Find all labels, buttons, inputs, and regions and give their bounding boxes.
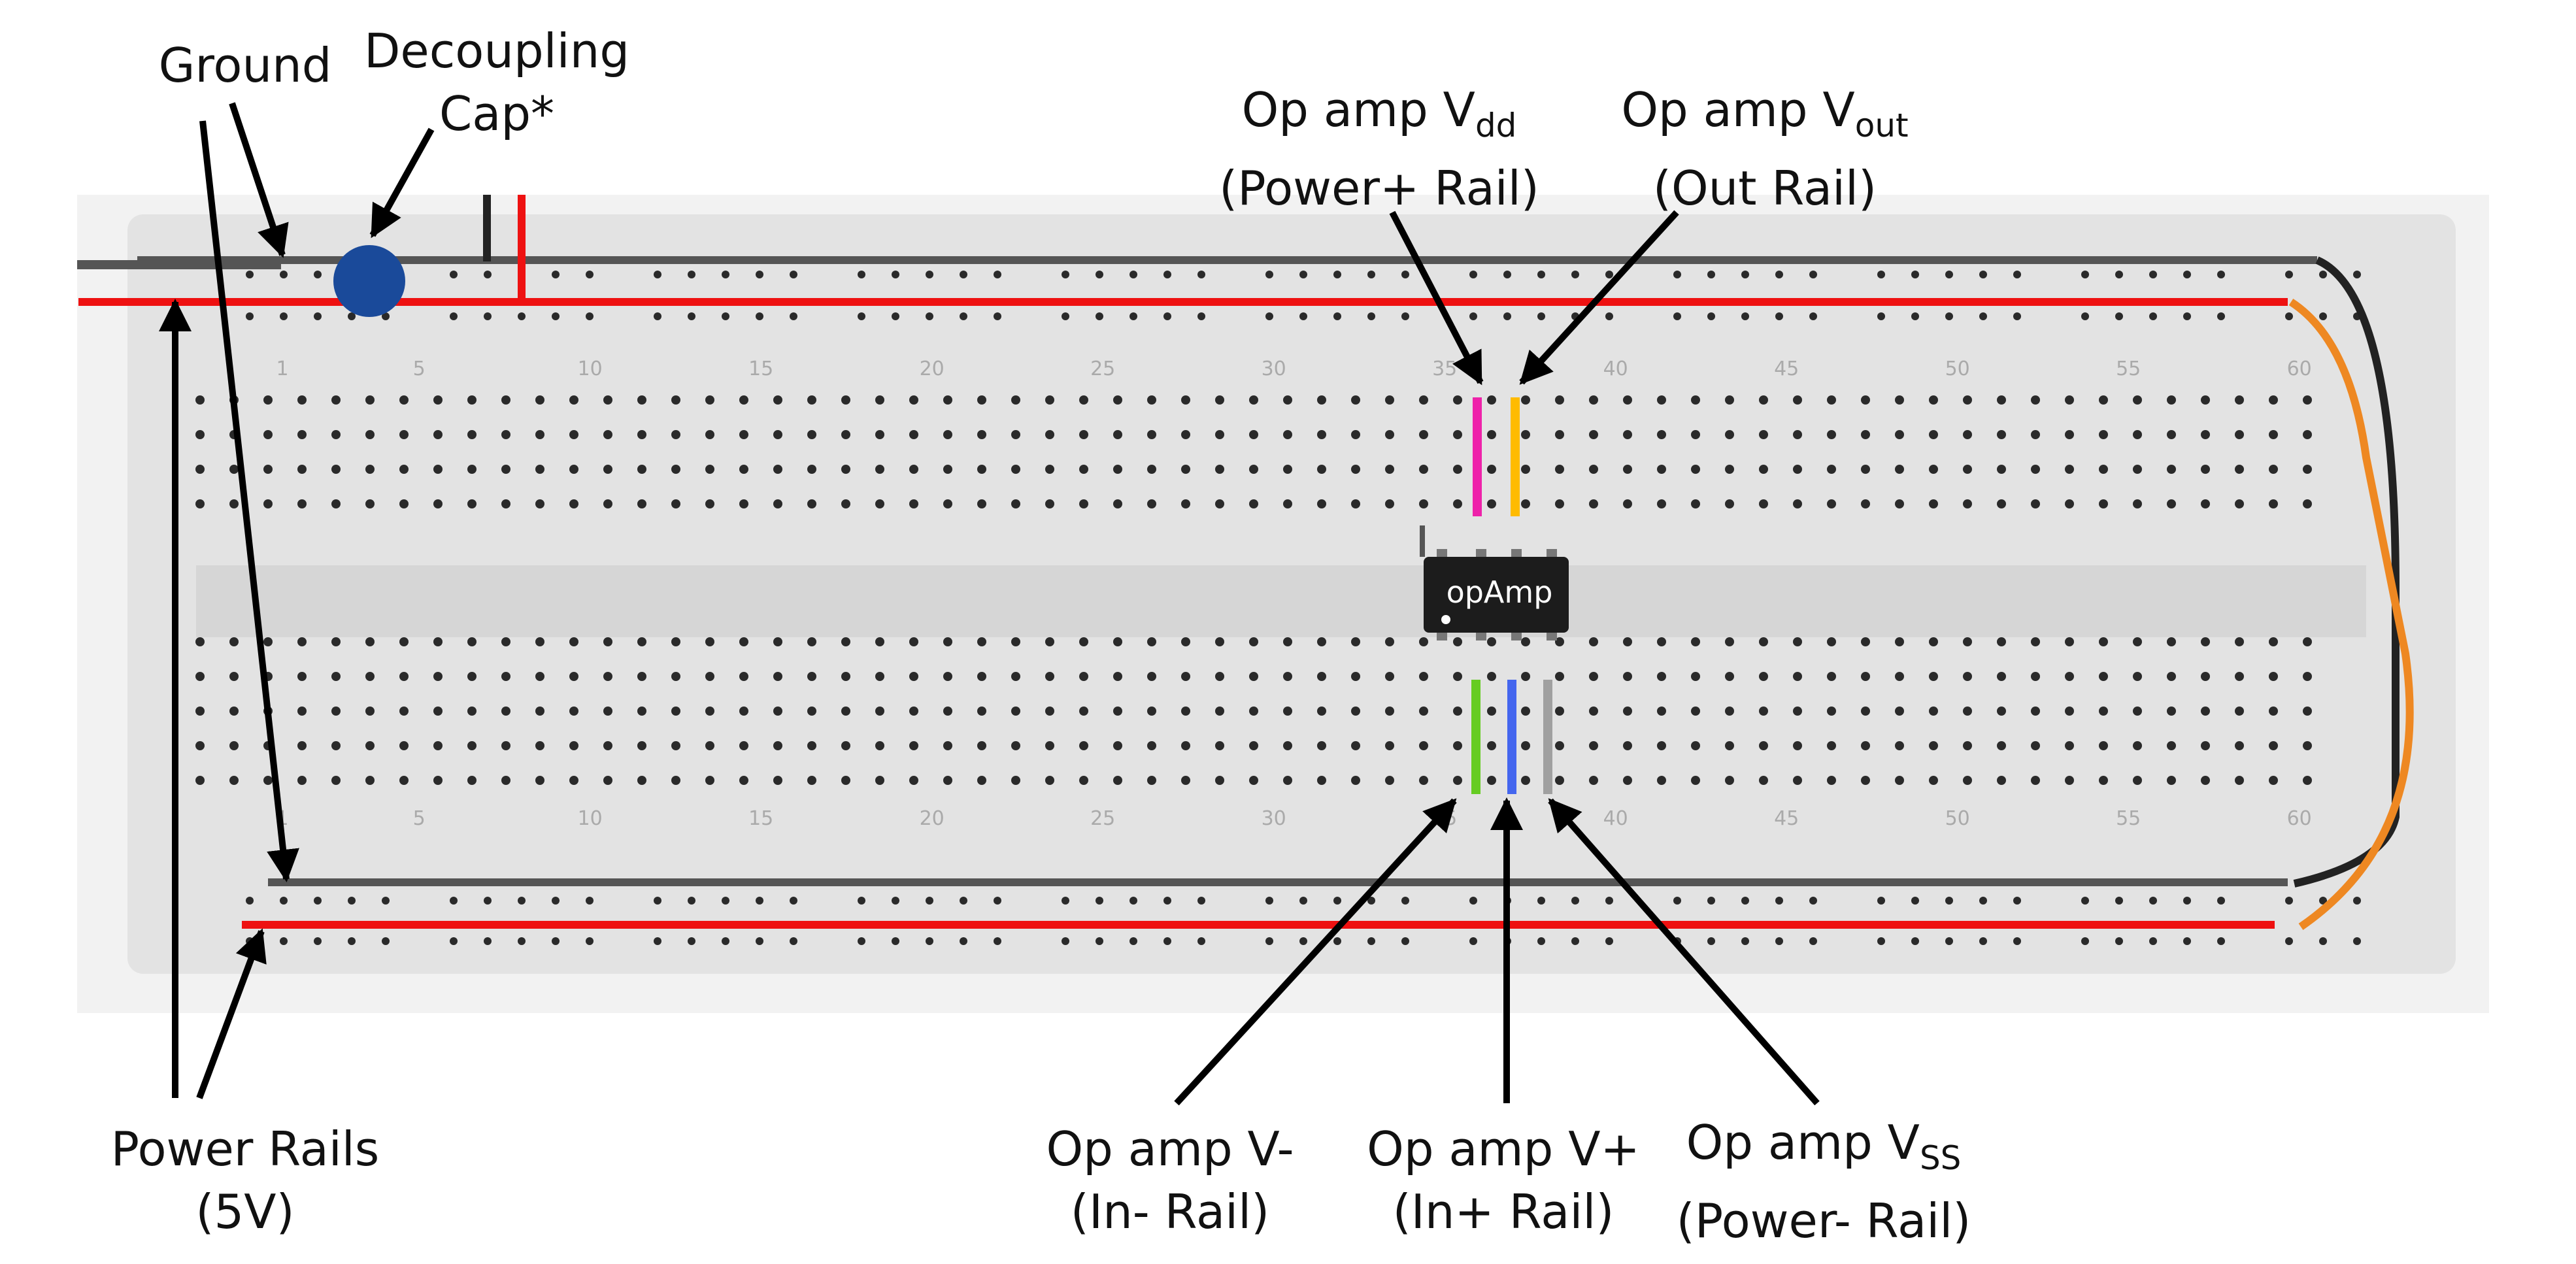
vdd-label: Op amp Vdd (Power+ Rail) bbox=[1219, 82, 1539, 216]
op-amp-chip-label: opAmp bbox=[1447, 574, 1553, 610]
column-number: 15 bbox=[748, 358, 773, 380]
column-number: 55 bbox=[2116, 358, 2141, 380]
power-rails-arrow-bottom bbox=[196, 928, 267, 1099]
breadboard-holes bbox=[195, 271, 2361, 945]
column-number: 30 bbox=[1262, 358, 1286, 380]
column-number: 15 bbox=[748, 807, 773, 830]
ground-arrow-top bbox=[229, 102, 289, 258]
column-number: 50 bbox=[1945, 358, 1970, 380]
decoupling-arrow bbox=[369, 127, 435, 239]
column-number: 55 bbox=[2116, 807, 2141, 830]
column-number: 30 bbox=[1262, 807, 1286, 830]
op-amp-chip: opAmp bbox=[1420, 525, 1569, 640]
column-number: 60 bbox=[2287, 358, 2312, 380]
column-number: 35 bbox=[1432, 358, 1457, 380]
column-number: 25 bbox=[1090, 807, 1115, 830]
power-rails-label: Power Rails (5V) bbox=[110, 1122, 380, 1239]
column-number: 1 bbox=[276, 358, 288, 380]
vss-arrow bbox=[1548, 798, 1820, 1106]
vdd-arrow bbox=[1389, 210, 1484, 386]
column-number: 5 bbox=[413, 807, 426, 830]
column-number: 20 bbox=[920, 807, 945, 830]
vminus-label: Op amp V- (In- Rail) bbox=[1046, 1122, 1294, 1239]
vout-arrow bbox=[1519, 210, 1679, 385]
column-number: 45 bbox=[1774, 807, 1799, 830]
column-number: 40 bbox=[1603, 358, 1628, 380]
column-number: 50 bbox=[1945, 807, 1970, 830]
ground-arrow-bottom bbox=[199, 120, 299, 882]
black-side-wire bbox=[2293, 256, 2400, 888]
vout-label: Op amp Vout (Out Rail) bbox=[1621, 82, 1909, 216]
column-number: 45 bbox=[1774, 358, 1799, 380]
column-number: 20 bbox=[920, 358, 945, 380]
column-number: 60 bbox=[2287, 807, 2312, 830]
vplus-label: Op amp V+ (In+ Rail) bbox=[1367, 1122, 1640, 1239]
orange-side-wire bbox=[2288, 298, 2414, 930]
decoupling-capacitor bbox=[333, 245, 405, 317]
vss-label: Op amp VSS (Power- Rail) bbox=[1676, 1115, 1971, 1248]
column-number: 25 bbox=[1090, 358, 1115, 380]
column-number: 10 bbox=[578, 807, 603, 830]
column-number: 40 bbox=[1603, 807, 1628, 830]
decoupling-cap-label: Decoupling Cap* bbox=[363, 24, 630, 141]
vminus-arrow bbox=[1174, 798, 1457, 1106]
ground-label: Ground bbox=[158, 38, 332, 93]
column-number: 5 bbox=[413, 358, 426, 380]
column-number: 10 bbox=[578, 358, 603, 380]
